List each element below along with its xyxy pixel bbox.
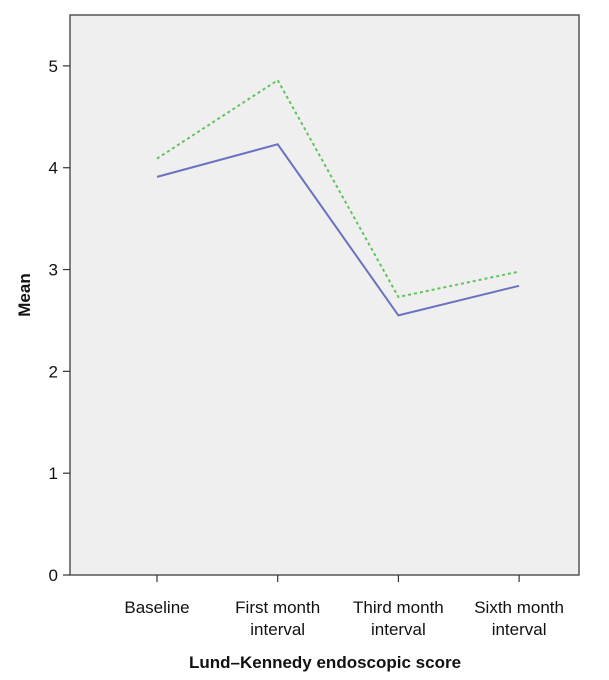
y-tick-label: 5 [49, 57, 58, 76]
x-tick-label: Third month [353, 598, 444, 617]
x-tick-label: interval [250, 620, 305, 639]
x-axis: Baseline First month interval Third month in… [124, 575, 564, 639]
x-tick-label: Sixth month [474, 598, 564, 617]
x-tick-label: First month [235, 598, 320, 617]
x-tick-label: interval [371, 620, 426, 639]
plot-area [69, 14, 580, 576]
y-tick-label: 1 [49, 464, 58, 483]
series-layer [156, 78, 520, 317]
x-tick-label: Baseline [124, 598, 189, 617]
y-tick-label: 2 [49, 362, 58, 381]
x-tick-label: interval [492, 620, 547, 639]
y-axis-title: Mean [15, 273, 34, 316]
series-line-1 [156, 143, 520, 317]
y-tick-label: 4 [49, 159, 58, 178]
x-axis-title: Lund–Kennedy endoscopic score [189, 653, 461, 672]
y-tick-label: 0 [49, 566, 58, 585]
y-tick-label: 3 [49, 261, 58, 280]
y-axis: 0 1 2 3 4 5 [49, 57, 70, 585]
